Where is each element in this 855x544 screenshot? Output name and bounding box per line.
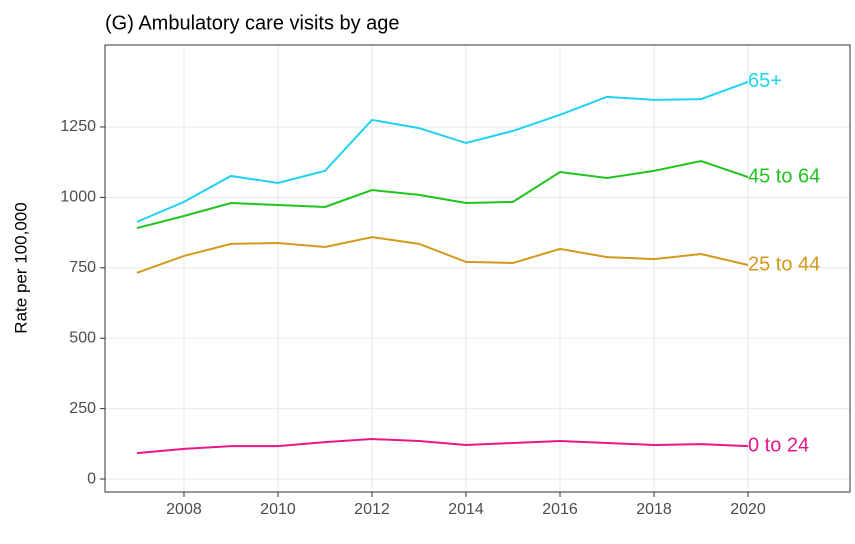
y-tick-label: 750 — [69, 259, 96, 276]
line — [136, 160, 749, 230]
x-tick-label: 2018 — [636, 501, 672, 518]
series-label: 65+ — [748, 70, 782, 92]
x-tick-label: 2016 — [542, 501, 578, 518]
line — [136, 80, 749, 223]
x-tick-label: 2020 — [730, 501, 766, 518]
chart-title: (G) Ambulatory care visits by age — [105, 12, 400, 34]
series-label: 0 to 24 — [748, 434, 809, 456]
y-tick-label: 250 — [69, 400, 96, 417]
series-label: 25 to 44 — [748, 253, 820, 275]
x-tick-label: 2008 — [166, 501, 202, 518]
line — [136, 236, 749, 274]
y-tick-label: 0 — [87, 470, 96, 487]
y-tick-label: 1000 — [60, 189, 96, 206]
line — [136, 438, 749, 455]
x-tick-label: 2010 — [260, 501, 296, 518]
x-tick-label: 2012 — [354, 501, 390, 518]
y-tick-label: 500 — [69, 329, 96, 346]
x-tick-label: 2014 — [448, 501, 484, 518]
y-axis-label: Rate per 100,000 — [11, 202, 30, 333]
panel-border — [104, 44, 851, 493]
y-tick-label: 1250 — [60, 118, 96, 135]
series-label: 45 to 64 — [748, 165, 820, 187]
